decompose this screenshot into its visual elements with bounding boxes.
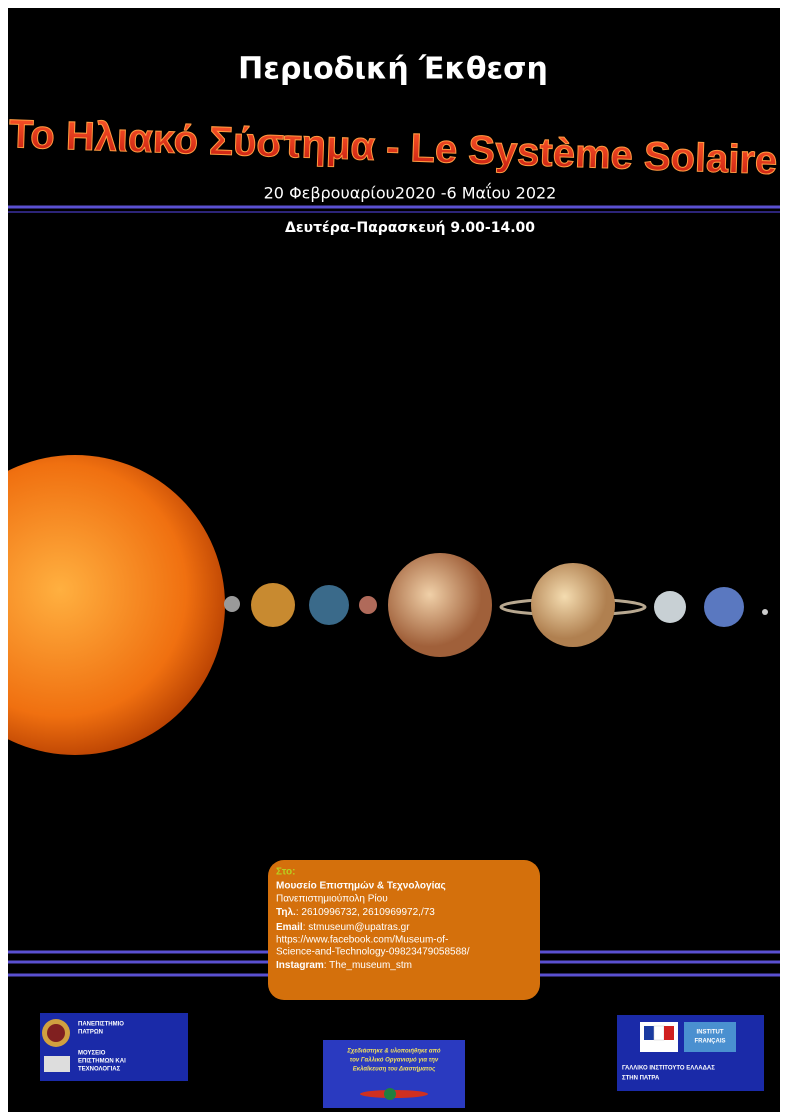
- info-facebook: Science-and-Technology-09823479058588/: [276, 947, 470, 958]
- seal: [47, 1024, 65, 1042]
- label: Instagram: [276, 960, 324, 971]
- info-email: Email: stmuseum@upatras.gr: [276, 922, 410, 933]
- label: Email: [276, 922, 303, 933]
- info-box: [268, 860, 540, 1000]
- hours: Δευτέρα–Παρασκευή 9.00-14.00: [285, 220, 535, 236]
- logo-text: ΣΤΗΝ ΠΑΤΡΑ: [622, 1076, 660, 1082]
- logo-text: Σχεδιάστηκε & υλοποιήθηκε από: [346, 1049, 441, 1055]
- value: : 2610996732, 2610969972,/73: [296, 907, 435, 918]
- logo-text: ΤΕΧΝΟΛΟΓΙΑΣ: [78, 1067, 121, 1073]
- label: Τηλ.: [276, 907, 296, 918]
- uranus: [654, 591, 686, 623]
- neptune: [704, 587, 744, 627]
- mercury: [224, 596, 240, 612]
- flag: [644, 1026, 654, 1040]
- logo-text: ΓΑΛΛΙΚΟ ΙΝΣΤΙΤΟΥΤΟ ΕΛΛΑΔΑΣ: [622, 1066, 715, 1072]
- logo-center: Σχεδιάστηκε & υλοποιήθηκε από τον Γαλλικ…: [323, 1040, 465, 1108]
- pluto: [762, 609, 768, 615]
- value: : stmuseum@upatras.gr: [303, 922, 411, 933]
- sun: [8, 455, 225, 755]
- dates: 20 Φεβρουαρίου2020 -6 Μαΐου 2022: [264, 183, 557, 203]
- info-at: Στο:: [276, 867, 295, 878]
- info-instagram: Instagram: The_museum_stm: [276, 960, 412, 971]
- info-address: Πανεπιστημιούπολη Ρίου: [276, 893, 388, 905]
- title: Περιοδική Έκθεση: [238, 52, 548, 87]
- flag: [653, 1025, 665, 1041]
- logo-text: τον Γαλλικό Οργανισμό για την: [350, 1058, 439, 1064]
- mars: [359, 596, 377, 614]
- planets: [8, 455, 768, 755]
- info: Στο: Μουσείο Επιστημών & Τεχνολογίας Παν…: [276, 867, 470, 971]
- info-facebook: https://www.facebook.com/Museum-of-: [276, 935, 448, 946]
- emblem: [44, 1056, 70, 1072]
- flag: [664, 1026, 674, 1040]
- logo-text: INSTITUT: [697, 1030, 724, 1036]
- saturn: [531, 563, 615, 647]
- jupiter: [388, 553, 492, 657]
- logo-text: ΜΟΥΣΕΙΟ: [78, 1051, 106, 1057]
- earth: [309, 585, 349, 625]
- logo-text: FRANÇAIS: [695, 1039, 726, 1045]
- logo-text: Εκλαΐκευση του Διαστήματος: [353, 1066, 436, 1073]
- value: : The_museum_stm: [324, 960, 412, 971]
- logo-text: ΕΠΙΣΤΗΜΩΝ ΚΑΙ: [78, 1059, 126, 1065]
- emblem: [384, 1088, 396, 1100]
- info-phone: Τηλ.: 2610996732, 2610969972,/73: [276, 907, 435, 918]
- venus: [251, 583, 295, 627]
- institut-box: [684, 1022, 736, 1052]
- info-museum: Μουσείο Επιστημών & Τεχνολογίας: [276, 881, 446, 892]
- logo-right: INSTITUT FRANÇAIS ΓΑΛΛΙΚΟ ΙΝΣΤΙΤΟΥΤΟ ΕΛΛ…: [617, 1015, 764, 1091]
- logo-text: ΠΑΝΕΠΙΣΤΗΜΙΟ: [78, 1022, 124, 1028]
- logo-left: ΠΑΝΕΠΙΣΤΗΜΙΟ ΠΑΤΡΩΝ ΜΟΥΣΕΙΟ ΕΠΙΣΤΗΜΩΝ ΚΑ…: [40, 1013, 188, 1081]
- logo-text: ΠΑΤΡΩΝ: [78, 1030, 103, 1036]
